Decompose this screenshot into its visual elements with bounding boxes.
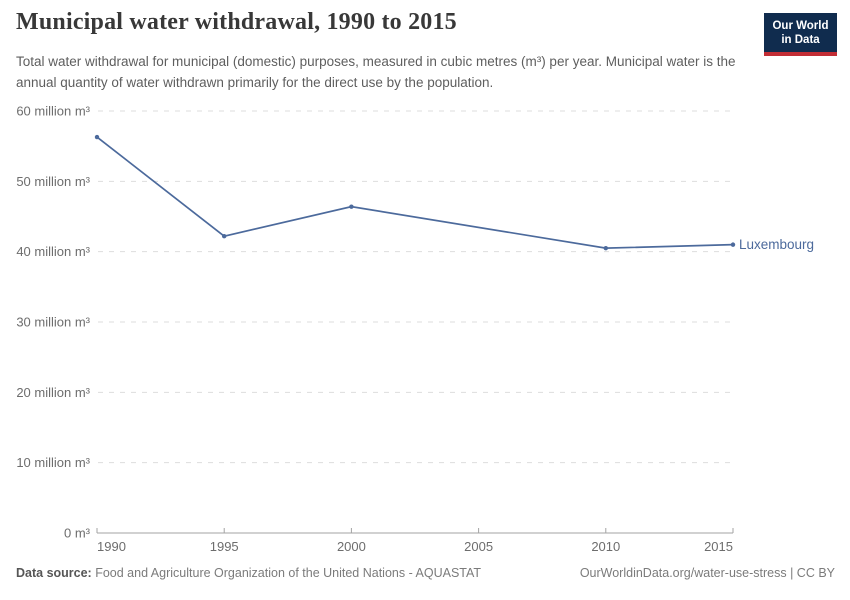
y-tick-label: 0 m³	[64, 526, 91, 541]
data-line-luxembourg[interactable]	[96, 136, 734, 250]
chart-footer: Data source: Food and Agriculture Organi…	[16, 566, 835, 580]
y-tick-label: 20 million m³	[16, 385, 90, 400]
x-tick-label: 1995	[210, 539, 239, 554]
y-tick-label: 40 million m³	[16, 244, 90, 259]
data-source-text: Food and Agriculture Organization of the…	[91, 566, 482, 580]
data-point[interactable]	[94, 134, 100, 140]
footer-link[interactable]: OurWorldinData.org/water-use-stress | CC…	[579, 566, 835, 580]
x-tick-label: 2000	[337, 539, 366, 554]
y-tick-label: 50 million m³	[16, 174, 90, 189]
x-tick-label: 1990	[97, 539, 126, 554]
x-tick-label: 2010	[591, 539, 620, 554]
data-point[interactable]	[730, 242, 736, 247]
data-point[interactable]	[603, 245, 608, 251]
owid-logo-line1: Our World	[772, 20, 829, 32]
data-point[interactable]	[349, 204, 354, 209]
series-label-luxembourg[interactable]: Luxembourg	[739, 237, 814, 252]
data-source-label: Data source:	[16, 566, 92, 580]
data-source: Data source: Food and Agriculture Organi…	[16, 566, 481, 580]
x-tick-label: 2015	[704, 539, 733, 554]
x-tick-label: 2005	[464, 539, 493, 554]
y-tick-label: 60 million m³	[16, 104, 90, 119]
owid-logo-line2: in Data	[781, 34, 820, 46]
chart-subtitle: Total water withdrawal for municipal (do…	[16, 54, 736, 90]
y-tick-label: 10 million m³	[16, 455, 90, 470]
y-tick-label: 30 million m³	[16, 315, 90, 330]
page-title: Municipal water withdrawal, 1990 to 2015	[16, 9, 457, 35]
data-point[interactable]	[222, 233, 227, 239]
owid-logo: Our World in Data	[764, 13, 837, 56]
